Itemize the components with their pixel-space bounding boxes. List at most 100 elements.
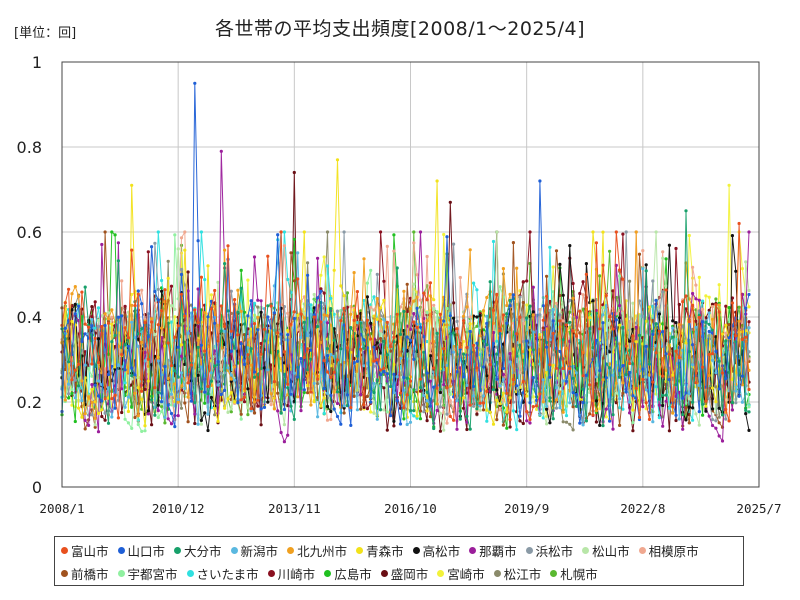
data-point (727, 323, 731, 327)
data-point (153, 413, 157, 417)
data-point (717, 415, 721, 419)
data-point (160, 326, 164, 330)
data-point (179, 236, 184, 240)
data-point (614, 381, 618, 385)
data-point (116, 315, 120, 319)
data-point (428, 375, 432, 379)
data-point (309, 357, 313, 361)
data-point (591, 346, 595, 350)
data-point (179, 384, 184, 388)
data-point (242, 395, 247, 399)
data-point (412, 299, 416, 303)
data-point (329, 375, 333, 379)
data-point (405, 376, 409, 380)
data-point (166, 276, 170, 280)
data-point (156, 390, 160, 395)
data-point (664, 399, 668, 403)
data-point (306, 347, 310, 351)
data-point (545, 422, 549, 426)
data-point (272, 380, 276, 384)
data-point (173, 369, 177, 373)
data-point (322, 320, 326, 324)
data-point (501, 372, 505, 377)
data-point (289, 322, 293, 326)
data-point (140, 302, 144, 306)
data-point (312, 292, 316, 297)
data-point (110, 230, 114, 234)
data-point (252, 411, 257, 415)
data-point (93, 416, 97, 420)
data-point (259, 423, 263, 427)
data-point (103, 397, 107, 401)
legend-item: 那覇市 (469, 540, 517, 561)
y-tick-label: 0.2 (17, 393, 42, 412)
data-point (223, 406, 227, 410)
data-point (664, 257, 668, 261)
data-point (173, 364, 177, 368)
data-point (160, 409, 164, 414)
data-point (515, 384, 519, 388)
data-point (355, 321, 359, 325)
data-point (345, 393, 349, 397)
data-point (518, 371, 522, 375)
data-point (223, 324, 227, 329)
data-point (209, 379, 213, 383)
data-point (432, 366, 436, 370)
data-point (664, 368, 668, 372)
data-point (608, 362, 612, 366)
data-point (551, 353, 555, 357)
data-point (594, 409, 599, 413)
data-point (408, 307, 413, 311)
data-point (186, 289, 190, 293)
data-point (511, 377, 515, 382)
data-point (67, 287, 71, 291)
data-point (528, 401, 532, 405)
data-point (150, 317, 154, 321)
data-point (588, 316, 592, 320)
data-point (598, 327, 602, 331)
data-point (375, 378, 379, 382)
data-point (714, 335, 718, 339)
data-point (96, 337, 101, 341)
data-point (110, 322, 114, 326)
data-point (133, 391, 137, 395)
data-point (418, 325, 423, 329)
data-point (581, 280, 585, 284)
data-point (110, 315, 114, 319)
data-point (727, 336, 731, 340)
data-point (594, 420, 599, 424)
data-point (392, 362, 396, 367)
data-point (382, 408, 386, 412)
data-point (525, 279, 529, 283)
data-point (199, 230, 203, 234)
legend-label: 相模原市 (648, 544, 699, 559)
x-tick-label: 2025/7 (736, 501, 781, 516)
data-point (475, 288, 479, 292)
data-point (618, 368, 622, 372)
data-point (644, 263, 648, 267)
data-point (641, 267, 645, 271)
data-point (608, 315, 612, 319)
data-point (379, 319, 383, 323)
data-point (375, 272, 379, 276)
data-point (339, 284, 343, 288)
data-point (568, 401, 572, 405)
data-point (289, 404, 293, 408)
data-point (196, 239, 200, 243)
data-point (405, 393, 409, 397)
data-point (322, 396, 326, 400)
data-point (219, 329, 223, 333)
data-point (229, 349, 233, 353)
data-point (707, 295, 711, 299)
data-point (445, 363, 449, 367)
data-point (554, 249, 559, 253)
data-point (644, 401, 648, 405)
data-point (511, 241, 515, 245)
data-point (116, 241, 120, 245)
data-point (657, 397, 662, 401)
data-point (193, 421, 197, 426)
data-point (545, 404, 549, 408)
data-point (428, 379, 432, 383)
data-point (236, 333, 240, 337)
data-point (242, 400, 247, 404)
